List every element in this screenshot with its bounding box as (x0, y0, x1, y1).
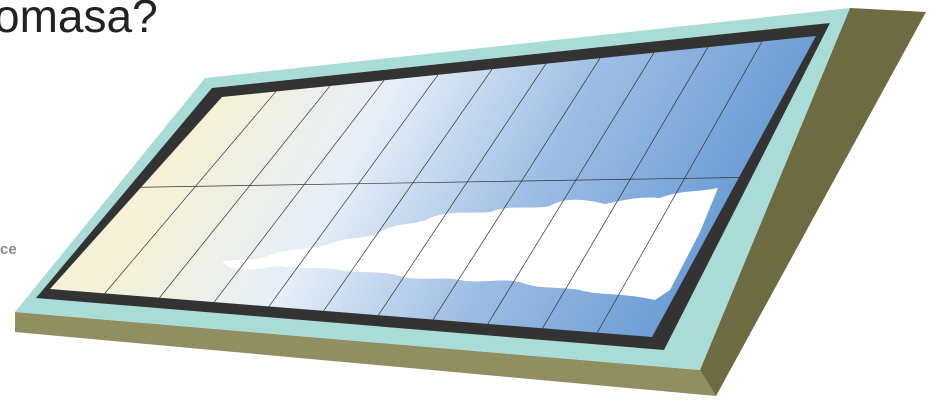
cell-line (432, 57, 601, 320)
side-label: ce (0, 241, 17, 258)
panel-bottom-edge (15, 312, 716, 396)
cell-line (104, 91, 277, 294)
cell-line (596, 41, 763, 333)
cell-line (213, 80, 385, 303)
cell-line (378, 63, 547, 316)
cloud (222, 188, 718, 300)
cell-line (141, 177, 739, 188)
cell-line (159, 85, 331, 298)
cell-grid (104, 41, 763, 333)
heading: omasa? (0, 0, 158, 42)
cell-line (268, 74, 439, 307)
cell-line (542, 46, 709, 329)
cell-line (323, 69, 493, 312)
panel-side-edge (700, 8, 926, 396)
cell-line (487, 52, 655, 325)
